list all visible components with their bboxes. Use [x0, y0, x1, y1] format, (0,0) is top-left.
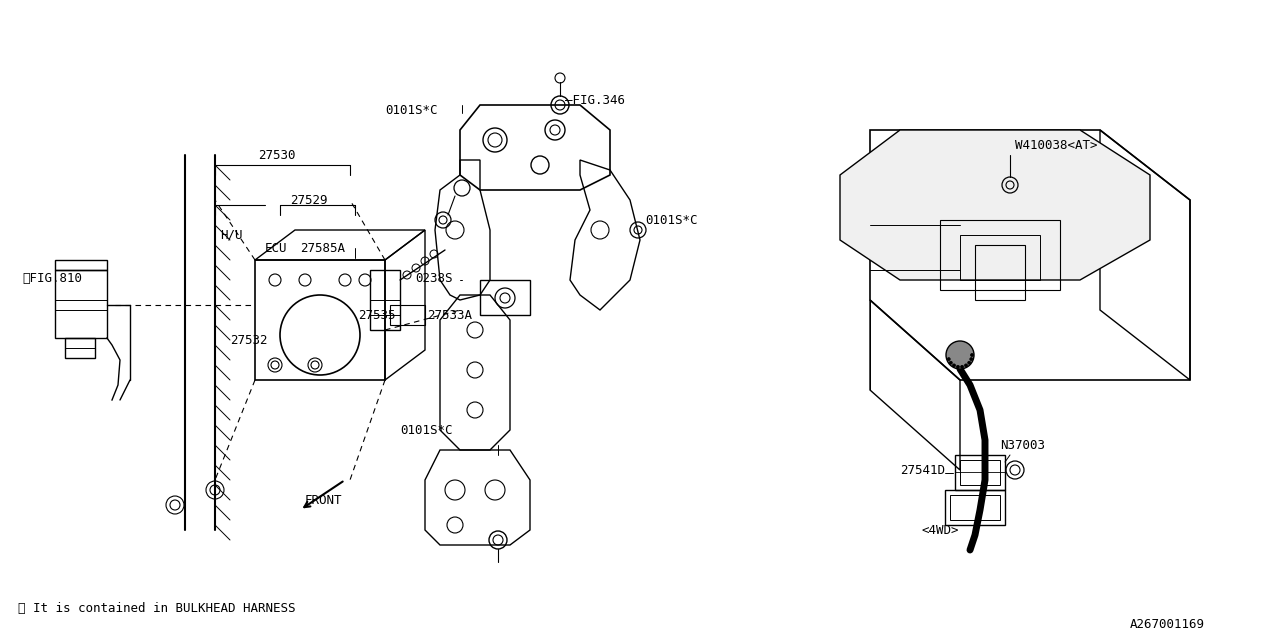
Circle shape [970, 353, 974, 356]
Text: 0101S*C: 0101S*C [401, 424, 453, 436]
Text: 27535: 27535 [358, 308, 396, 321]
Text: 27529: 27529 [291, 193, 328, 207]
Circle shape [946, 341, 974, 369]
Text: ECU: ECU [265, 241, 288, 255]
Bar [390, 305, 425, 325]
Text: <4WD>: <4WD> [922, 524, 959, 536]
Text: —FIG.346: —FIG.346 [564, 93, 625, 106]
Text: 27533A: 27533A [428, 308, 472, 321]
Bar [945, 490, 1005, 525]
Bar [940, 220, 1060, 290]
Circle shape [950, 361, 952, 364]
Bar [55, 270, 108, 338]
Bar [960, 460, 1000, 485]
Bar [955, 455, 1005, 490]
Text: A267001169: A267001169 [1130, 618, 1204, 632]
Text: ※FIG.810: ※FIG.810 [22, 271, 82, 285]
Bar [255, 260, 385, 380]
Text: ※ It is contained in BULKHEAD HARNESS: ※ It is contained in BULKHEAD HARNESS [18, 602, 296, 614]
Text: 27541D: 27541D [900, 463, 945, 477]
Bar [960, 235, 1039, 280]
Polygon shape [840, 130, 1149, 280]
Text: FRONT: FRONT [305, 493, 343, 506]
Circle shape [968, 361, 970, 364]
Text: 0238S: 0238S [415, 271, 453, 285]
Circle shape [960, 365, 964, 368]
Circle shape [947, 358, 950, 360]
Circle shape [970, 358, 973, 360]
Text: N37003: N37003 [1000, 438, 1044, 451]
Circle shape [965, 364, 968, 367]
Bar [480, 280, 530, 315]
Text: 27585A: 27585A [300, 241, 346, 255]
Text: W410038<AT>: W410038<AT> [1015, 138, 1097, 152]
Text: 0101S*C: 0101S*C [645, 214, 698, 227]
Circle shape [952, 364, 955, 367]
Bar [975, 245, 1025, 300]
Text: 27532: 27532 [230, 333, 268, 346]
Text: H/U: H/U [220, 228, 242, 241]
Circle shape [956, 365, 960, 368]
Text: 27530: 27530 [259, 148, 296, 161]
Bar [950, 495, 1000, 520]
Bar [370, 270, 401, 330]
Text: 0101S*C: 0101S*C [385, 104, 438, 116]
